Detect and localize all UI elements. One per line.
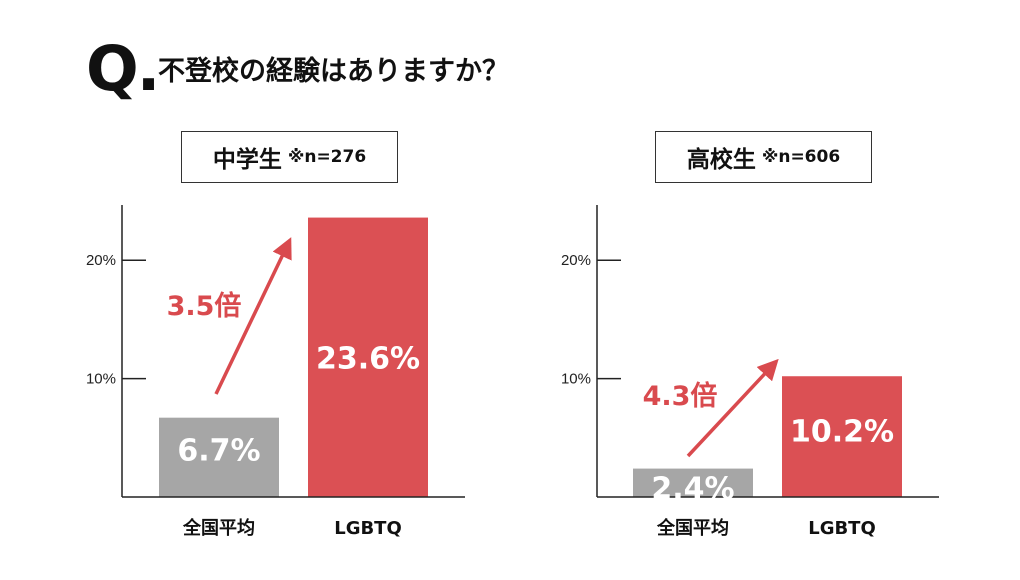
category-label: LGBTQ <box>808 518 876 539</box>
question-mark-label: Q. <box>86 32 160 105</box>
y-tick-label: 10% <box>86 371 116 388</box>
panel-label-box-high-school: 高校生 ※n=606 <box>655 131 872 183</box>
increase-arrow <box>686 358 779 458</box>
panel-label-box-junior-high: 中学生 ※n=276 <box>181 131 398 183</box>
category-label: 全国平均 <box>182 517 255 539</box>
bar-lgbtq <box>308 217 428 498</box>
panel-label: 中学生 <box>212 147 282 173</box>
category-label: 全国平均 <box>656 517 729 539</box>
bar-national-average <box>159 417 279 497</box>
category-label: LGBTQ <box>334 518 402 539</box>
data-label: 6.7% <box>177 434 260 469</box>
y-tick-label: 10% <box>561 371 591 388</box>
data-label: 10.2% <box>790 414 894 449</box>
bar-lgbtq <box>782 376 902 497</box>
question-title: 不登校の経験はありますか？ <box>158 56 509 87</box>
data-label: 23.6% <box>316 341 420 376</box>
sample-size-note: ※n=606 <box>761 147 841 167</box>
increase-arrow <box>214 237 292 395</box>
multiplier-label: 3.5倍 <box>167 290 242 322</box>
y-tick-label: 20% <box>86 252 116 269</box>
data-label: 2.4% <box>651 472 734 507</box>
multiplier-label: 4.3倍 <box>643 380 718 412</box>
sample-size-note: ※n=276 <box>287 147 367 167</box>
bar-national-average <box>633 468 753 497</box>
y-tick-label: 20% <box>561 252 591 269</box>
panel-label: 高校生 <box>686 147 756 173</box>
